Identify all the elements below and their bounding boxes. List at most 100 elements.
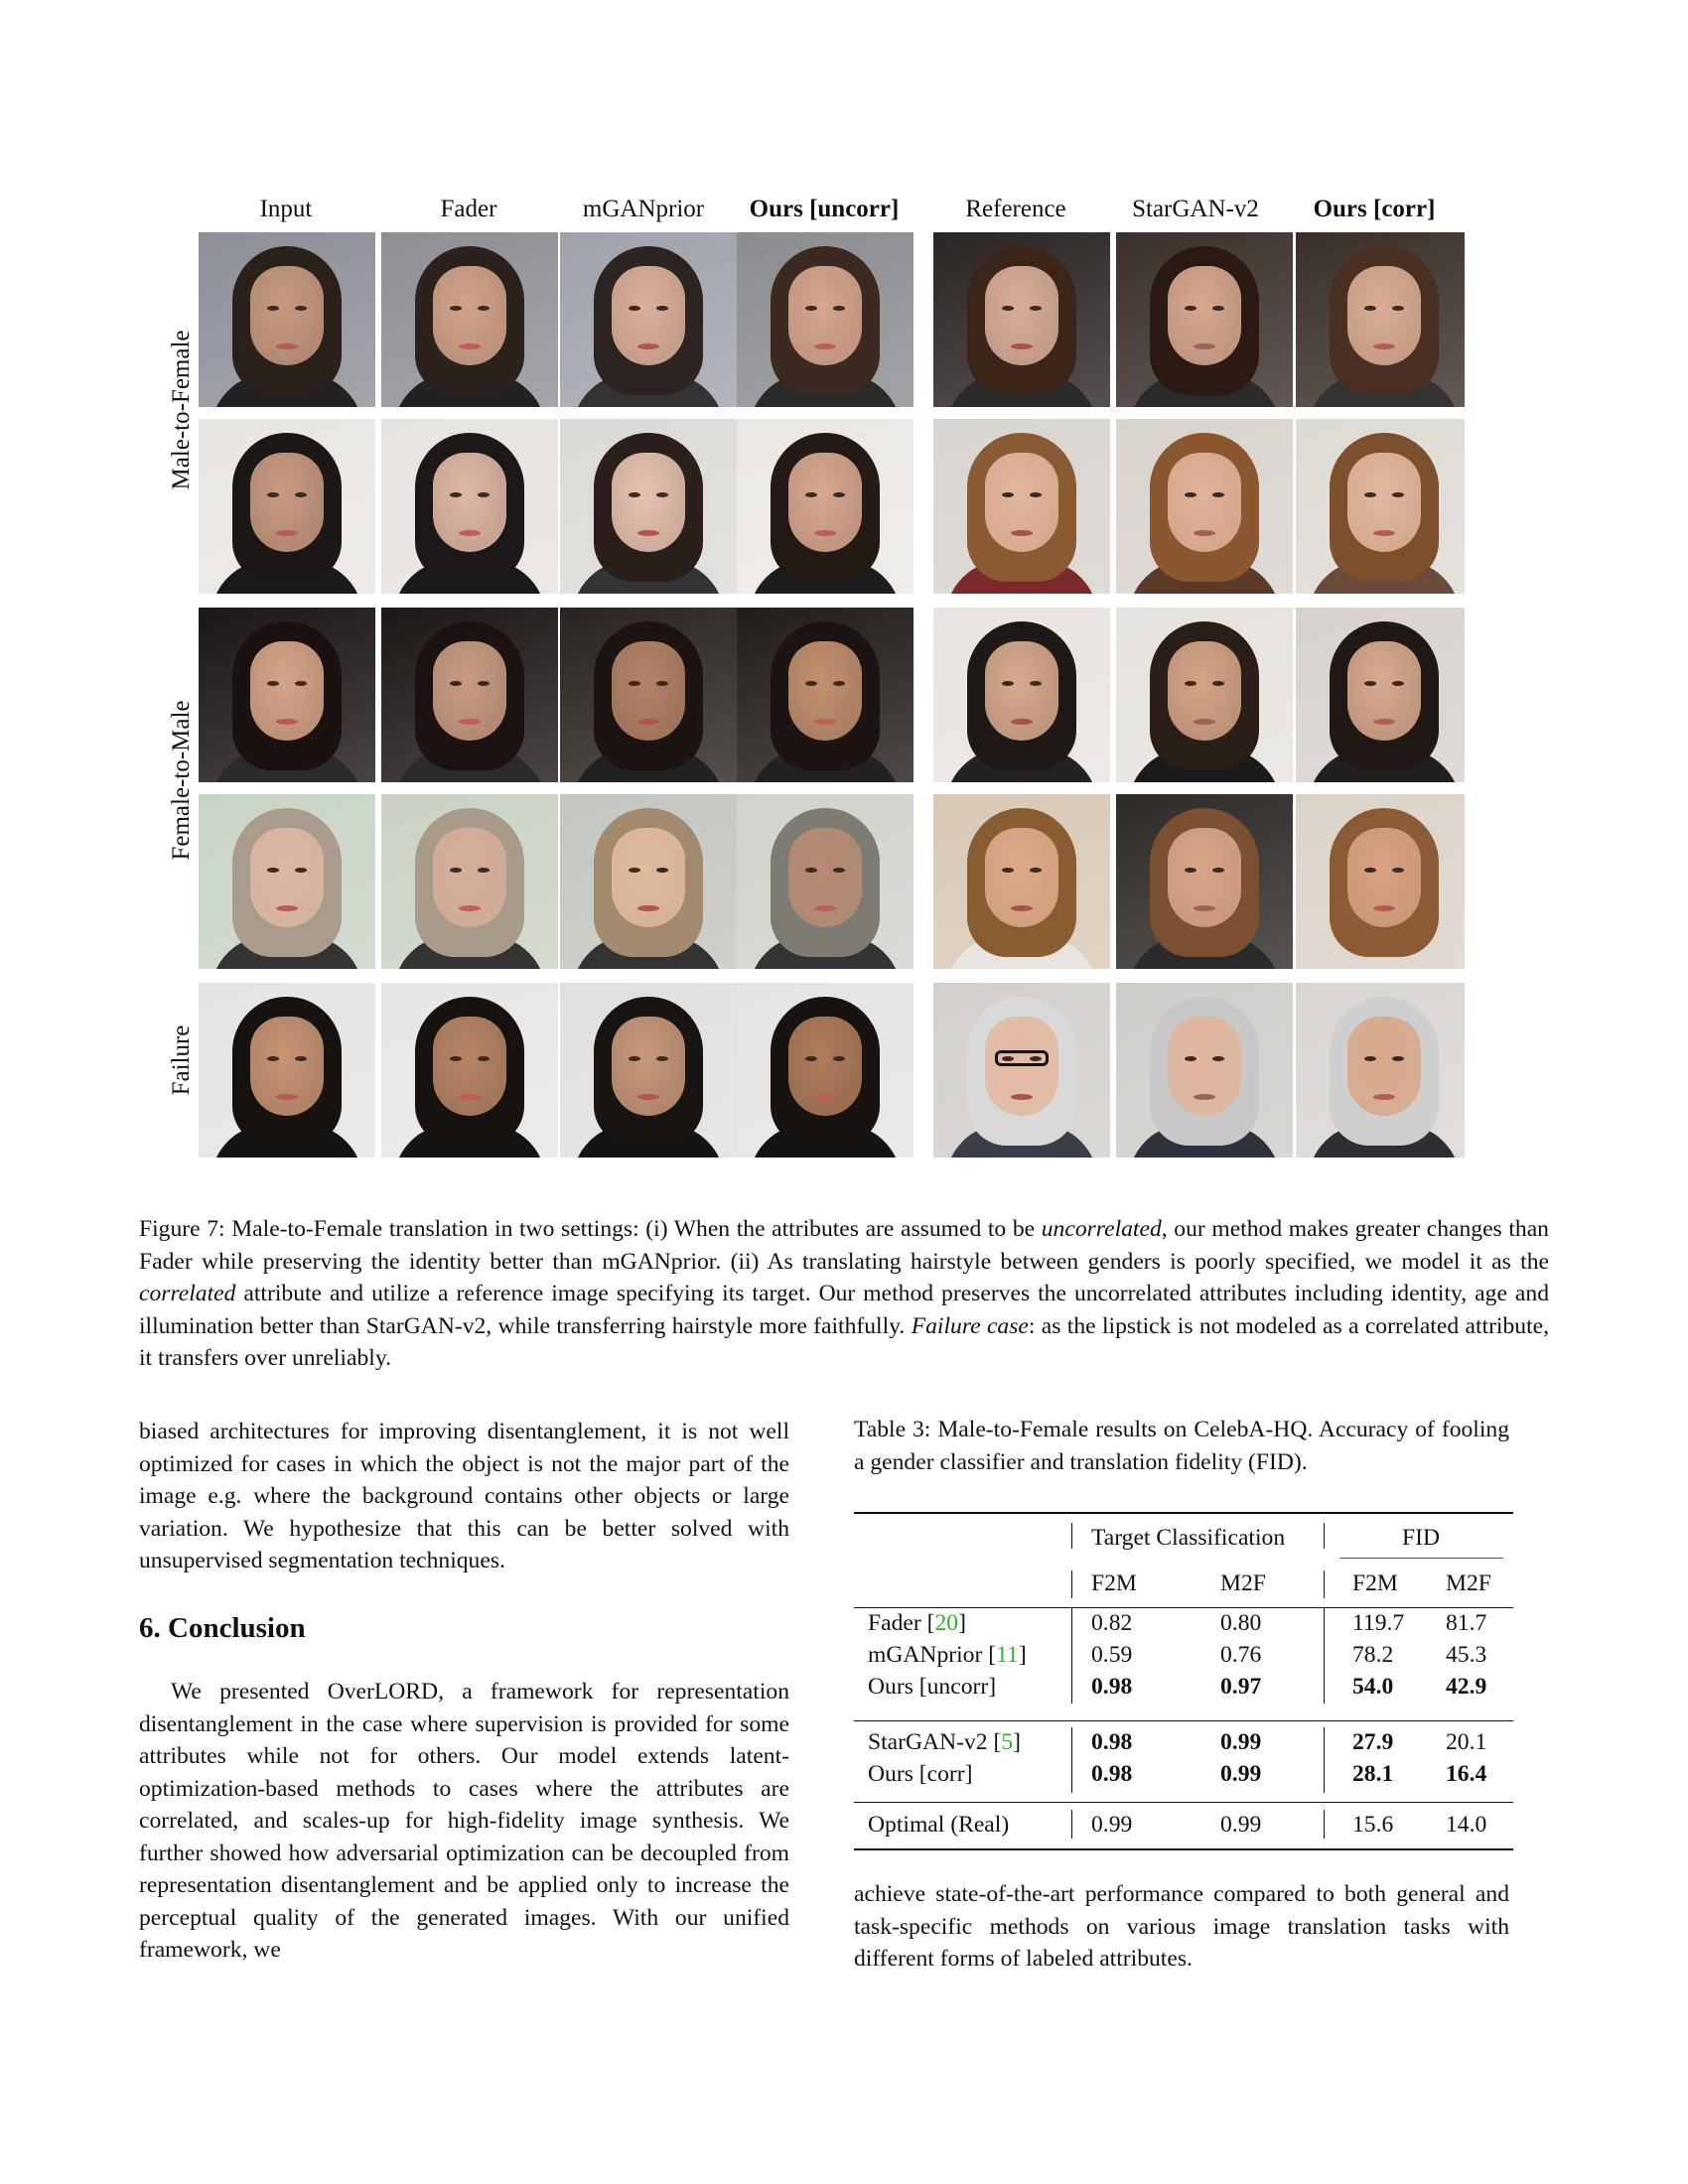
caption-emphasis: Failure case [911,1312,1029,1339]
table-bottom-rule [854,1848,1513,1850]
face-photo [199,232,375,407]
face-photo [737,794,914,969]
method-label: Ours [corr] [868,1761,973,1787]
caption-emphasis: correlated [139,1281,236,1306]
face-photo [560,608,737,782]
table-top-rule [854,1512,1513,1514]
face-photo [933,232,1110,407]
paragraph-right-continuation: achieve state-of-the-art performance com… [854,1881,1509,1972]
table-vertical-rule [1071,1727,1072,1793]
face-photo [933,794,1110,969]
table-vertical-rule [1071,1608,1072,1704]
face-photo [381,608,558,782]
table-method-name: Optimal (Real) [868,1810,1009,1840]
face-photo [199,608,375,782]
table-group-header: FID [1402,1525,1441,1551]
face-photo [1296,419,1465,594]
face-photo [1296,794,1465,969]
col-header-mganprior: mGANprior [582,196,705,222]
table-value: 0.97 [1220,1674,1262,1700]
citation-link[interactable]: [11] [982,1642,1027,1668]
table-group-rule [854,1720,1513,1721]
face-photo [381,232,558,407]
table-value: 54.0 [1352,1674,1394,1700]
table-value: 20.1 [1446,1729,1487,1755]
table-value: 16.4 [1446,1761,1487,1787]
caption-text: Male-to-Female translation in two settin… [231,1216,1036,1242]
face-photo [737,608,914,782]
method-label: mGANprior [868,1642,983,1668]
method-label: Optimal (Real) [868,1812,1010,1838]
row-label-female-to-male: Female-to-Male [168,700,195,861]
table-method-name: Fader [20] [868,1608,966,1638]
face-photo [737,232,914,407]
table-method-name: mGANprior [11] [868,1640,1027,1670]
table-value: 0.98 [1091,1729,1133,1755]
caption-text: , our method makes greater changes than … [139,1216,1549,1275]
table-value: 45.3 [1446,1642,1487,1668]
face-photo [933,608,1110,782]
col-header-reference: Reference [965,196,1066,222]
table-group-header: Target Classification [1091,1525,1286,1551]
row-label-failure: Failure [168,1024,195,1096]
col-header-ours-uncorr: Ours [uncorr] [749,196,900,222]
table-value: 78.2 [1352,1642,1394,1668]
face-photo [199,794,375,969]
table-value: 0.99 [1220,1761,1262,1787]
face-photo [1116,794,1293,969]
table-vertical-rule [1324,1523,1325,1549]
face-photo [1116,983,1293,1158]
face-photo [199,983,375,1158]
table-sub-header: M2F [1220,1570,1266,1596]
table-caption: Table 3: Male-to-Female results on Celeb… [854,1417,1509,1475]
method-label: Fader [868,1610,921,1636]
table-vertical-rule [1324,1727,1325,1793]
table-vertical-rule [1071,1570,1072,1598]
paragraph-conclusion: We presented OverLORD, a framework for r… [139,1679,789,1963]
table-vertical-rule [1071,1810,1072,1839]
citation-link[interactable]: [5] [987,1729,1021,1755]
face-photo [1116,232,1293,407]
caption-text: attribute and utilize a reference image … [139,1281,1549,1339]
caption-label: Figure 7: [139,1216,225,1242]
table-value: 0.98 [1091,1761,1133,1787]
table-value: 14.0 [1446,1812,1487,1838]
table-value: 119.7 [1352,1610,1405,1636]
table-sub-header: M2F [1446,1570,1491,1596]
face-photo [1296,608,1465,782]
col-header-fader: Fader [440,196,497,222]
col-header-ours-corr: Ours [corr] [1313,196,1436,222]
table-value: 0.80 [1220,1610,1262,1636]
caption-emphasis: uncorrelated [1041,1216,1162,1242]
fid-cmidrule [1339,1558,1503,1559]
table-vertical-rule [1071,1523,1072,1549]
table-vertical-rule [1324,1608,1325,1704]
table-value: 0.98 [1091,1674,1133,1700]
caption-text: : as the lipstick is not modeled as a co… [139,1312,1549,1372]
citation-link[interactable]: [20] [920,1610,966,1636]
table-sub-header: F2M [1352,1570,1398,1596]
table-vertical-rule [1324,1810,1325,1839]
face-photo [199,419,375,594]
face-photo [381,419,558,594]
face-photo [560,983,737,1158]
col-header-input: Input [259,196,313,222]
table-method-name: Ours [uncorr] [868,1672,996,1702]
face-photo [933,983,1110,1158]
table-value: 28.1 [1352,1761,1394,1787]
face-photo [381,983,558,1158]
table-header-rule [854,1607,1513,1608]
table-value: 0.82 [1091,1610,1133,1636]
table-value: 42.9 [1446,1674,1487,1700]
face-photo [560,232,737,407]
face-photo [381,794,558,969]
row-label-male-to-female: Male-to-Female [168,330,195,490]
col-header-stargan-v2: StarGAN-v2 [1132,196,1259,222]
table-sub-header: F2M [1091,1570,1137,1596]
figure-caption: Figure 7: Male-to-Female translation in … [139,1213,1549,1375]
face-photo [737,419,914,594]
table-vertical-rule [1324,1570,1325,1598]
face-photo [933,419,1110,594]
table-value: 0.99 [1220,1812,1262,1838]
face-photo [1116,608,1293,782]
